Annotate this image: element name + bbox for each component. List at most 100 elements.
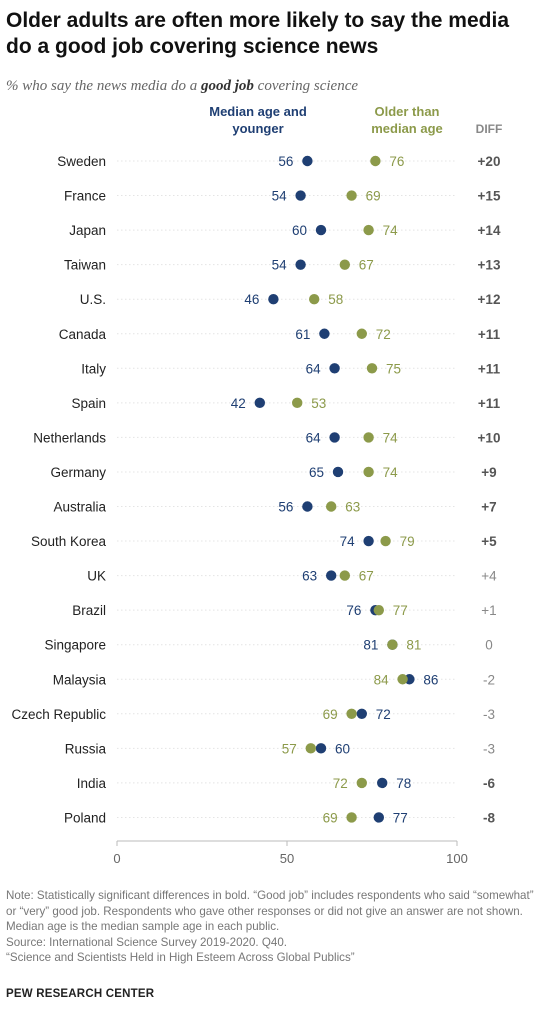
chart-row: Taiwan 54 67 +13 bbox=[64, 258, 501, 273]
older-value-label: 69 bbox=[323, 707, 338, 722]
diff-value: +11 bbox=[478, 361, 501, 376]
diff-value: +20 bbox=[478, 154, 501, 169]
older-dot bbox=[346, 708, 357, 719]
chart-row: South Korea 74 79 +5 bbox=[31, 534, 497, 549]
category-label: Taiwan bbox=[64, 258, 106, 273]
chart-row: Australia 56 63 +7 bbox=[53, 500, 496, 515]
younger-dot bbox=[302, 501, 313, 512]
older-value-label: 76 bbox=[389, 154, 404, 169]
x-tick-label: 0 bbox=[113, 851, 120, 866]
younger-dot bbox=[319, 328, 330, 339]
older-dot bbox=[363, 224, 374, 236]
older-dot bbox=[292, 397, 303, 409]
chart-row: U.S. 46 58 +12 bbox=[80, 292, 501, 307]
diff-value: +9 bbox=[481, 465, 496, 480]
category-label: Brazil bbox=[72, 603, 106, 618]
younger-dot bbox=[332, 466, 344, 478]
younger-dot bbox=[356, 708, 367, 719]
chart-row: Brazil 76 77 +1 bbox=[72, 603, 496, 618]
chart-row: Sweden 56 76 +20 bbox=[57, 154, 500, 169]
older-value-label: 67 bbox=[359, 258, 374, 273]
legend-younger: Median age and younger bbox=[209, 104, 307, 136]
younger-value-label: 74 bbox=[340, 534, 356, 549]
category-label: U.S. bbox=[80, 292, 106, 307]
category-label: Russia bbox=[65, 741, 107, 756]
category-label: Canada bbox=[59, 327, 107, 342]
older-value-label: 58 bbox=[328, 292, 343, 307]
note-text: Note: Statistically significant differen… bbox=[6, 889, 534, 934]
younger-dot bbox=[329, 432, 340, 443]
chart-row: Netherlands 64 74 +10 bbox=[33, 430, 500, 445]
older-dot bbox=[373, 604, 384, 616]
category-label: Netherlands bbox=[33, 430, 106, 445]
younger-value-label: 56 bbox=[278, 154, 293, 169]
younger-dot bbox=[363, 535, 374, 547]
chart-row: India 78 72 -6 bbox=[77, 776, 496, 791]
younger-value-label: 61 bbox=[295, 327, 310, 342]
category-label: India bbox=[77, 776, 107, 791]
older-value-label: 72 bbox=[376, 327, 391, 342]
younger-value-label: 42 bbox=[231, 396, 246, 411]
older-value-label: 53 bbox=[311, 396, 326, 411]
chart-row: Russia 60 57 -3 bbox=[65, 741, 495, 756]
older-dot bbox=[366, 363, 378, 374]
category-label: Australia bbox=[53, 500, 106, 515]
legend-label-line: Older than bbox=[374, 104, 439, 119]
younger-value-label: 56 bbox=[278, 500, 293, 515]
dot-plot-chart: Median age and younger Older than median a… bbox=[11, 104, 502, 866]
younger-dot bbox=[373, 812, 384, 823]
diff-value: 0 bbox=[485, 638, 493, 653]
older-dot bbox=[346, 812, 357, 823]
legend-label-line: Median age and bbox=[209, 104, 307, 119]
chart-notes: Note: Statistically significant differen… bbox=[6, 888, 536, 966]
legend-older: Older than median age bbox=[371, 104, 443, 136]
category-label: Malaysia bbox=[53, 672, 107, 687]
category-label: Singapore bbox=[44, 638, 106, 653]
chart-row: Poland 77 69 -8 bbox=[64, 810, 496, 825]
older-value-label: 75 bbox=[386, 361, 401, 376]
older-dot bbox=[363, 466, 374, 478]
younger-dot bbox=[315, 224, 327, 236]
older-dot bbox=[370, 155, 381, 167]
older-dot bbox=[387, 639, 398, 650]
category-label: Germany bbox=[50, 465, 106, 480]
younger-value-label: 64 bbox=[306, 430, 322, 445]
chart-row: Japan 60 74 +14 bbox=[69, 223, 501, 238]
diff-value: +12 bbox=[478, 292, 501, 307]
younger-dot bbox=[295, 190, 306, 201]
category-label: Sweden bbox=[57, 154, 106, 169]
diff-value: +5 bbox=[481, 534, 497, 549]
category-label: UK bbox=[87, 569, 106, 584]
category-label: Japan bbox=[69, 223, 106, 238]
x-tick-label: 50 bbox=[280, 851, 294, 866]
legend-label-line: younger bbox=[232, 121, 283, 136]
older-dot bbox=[346, 190, 357, 201]
category-label: Spain bbox=[71, 396, 106, 411]
chart-subtitle: % who say the news media do a good job c… bbox=[6, 78, 359, 94]
chart-row: Malaysia 86 84 -2 bbox=[53, 672, 495, 687]
older-dot bbox=[339, 259, 350, 270]
diff-value: +1 bbox=[481, 603, 496, 618]
diff-value: -3 bbox=[483, 741, 495, 756]
chart-row: Czech Republic 72 69 -3 bbox=[11, 707, 495, 722]
younger-dot bbox=[254, 397, 265, 409]
younger-dot bbox=[329, 363, 340, 374]
older-value-label: 84 bbox=[374, 672, 390, 687]
category-label: South Korea bbox=[31, 534, 107, 549]
older-dot bbox=[380, 535, 391, 547]
source-organization: PEW RESEARCH CENTER bbox=[6, 988, 155, 1000]
younger-dot bbox=[268, 294, 279, 305]
category-label: France bbox=[64, 189, 106, 204]
report-title-text: “Science and Scientists Held in High Est… bbox=[6, 951, 355, 965]
younger-value-label: 81 bbox=[363, 638, 378, 653]
older-value-label: 74 bbox=[383, 465, 399, 480]
younger-value-label: 46 bbox=[244, 292, 259, 307]
younger-value-label: 54 bbox=[272, 189, 288, 204]
younger-value-label: 72 bbox=[376, 707, 391, 722]
younger-value-label: 63 bbox=[302, 569, 317, 584]
older-value-label: 77 bbox=[393, 603, 408, 618]
older-dot bbox=[397, 674, 408, 685]
chart-row: Spain 42 53 +11 bbox=[71, 396, 500, 411]
older-value-label: 67 bbox=[359, 569, 374, 584]
